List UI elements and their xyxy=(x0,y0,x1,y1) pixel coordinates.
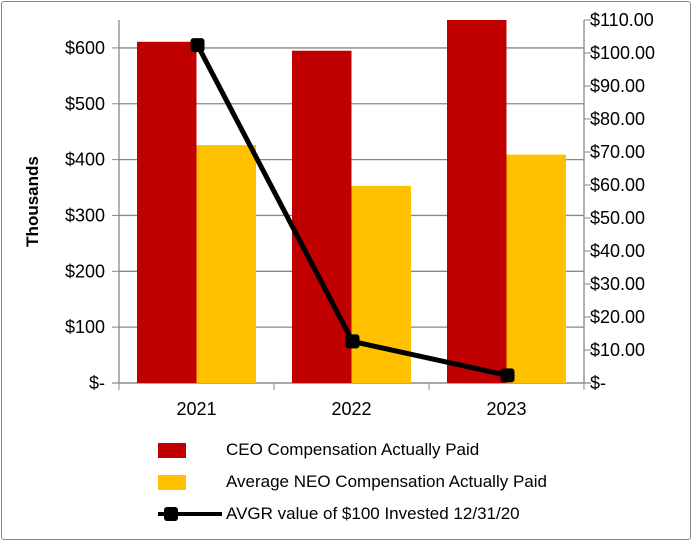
x-tick-label: 2022 xyxy=(331,399,371,419)
bar-ceo-2021 xyxy=(137,41,197,383)
bar-neo-2021 xyxy=(196,145,256,383)
y2-tick-label: $10.00 xyxy=(590,340,645,360)
y-tick-label: $400 xyxy=(65,150,105,170)
bar-neo-2023 xyxy=(506,154,566,383)
legend-swatch-ceo xyxy=(158,442,186,458)
y-tick-label: $600 xyxy=(65,38,105,58)
legend-label: AVGR value of $100 Invested 12/31/20 xyxy=(226,504,520,523)
y2-tick-label: $20.00 xyxy=(590,307,645,327)
x-tick-label: 2021 xyxy=(176,399,216,419)
avgr-marker-2023 xyxy=(500,368,515,383)
legend-item-ceo: CEO Compensation Actually Paid xyxy=(158,434,547,466)
y2-tick-label: $100.00 xyxy=(590,43,655,63)
y-tick-label: $300 xyxy=(65,205,105,225)
y-tick-label: $200 xyxy=(65,261,105,281)
y2-tick-label: $40.00 xyxy=(590,241,645,261)
legend-item-neo: Average NEO Compensation Actually Paid xyxy=(158,466,547,498)
y-axis-title: Thousands xyxy=(23,156,42,247)
legend-item-avgr: AVGR value of $100 Invested 12/31/20 xyxy=(158,498,547,530)
y2-tick-label: $- xyxy=(590,373,606,393)
avgr-marker-2021 xyxy=(190,38,205,53)
legend-swatch-line xyxy=(158,507,222,521)
y2-tick-label: $60.00 xyxy=(590,175,645,195)
y2-tick-label: $70.00 xyxy=(590,142,645,162)
bar-ceo-2022 xyxy=(292,50,352,383)
y2-tick-label: $80.00 xyxy=(590,109,645,129)
legend-label: CEO Compensation Actually Paid xyxy=(226,440,480,459)
legend-swatch-neo xyxy=(158,474,186,490)
y-tick-label: $- xyxy=(89,373,105,393)
avgr-marker-2022 xyxy=(345,334,360,349)
legend-label: Average NEO Compensation Actually Paid xyxy=(226,472,547,491)
y2-tick-label: $110.00 xyxy=(590,10,654,30)
y-tick-label: $500 xyxy=(65,94,105,114)
legend: CEO Compensation Actually Paid Average N… xyxy=(158,434,547,530)
y2-tick-label: $50.00 xyxy=(590,208,645,228)
y-tick-label: $100 xyxy=(65,317,105,337)
x-tick-label: 2023 xyxy=(486,399,526,419)
bar-ceo-2023 xyxy=(447,20,507,383)
y2-tick-label: $90.00 xyxy=(590,76,645,96)
y2-tick-label: $30.00 xyxy=(590,274,645,294)
